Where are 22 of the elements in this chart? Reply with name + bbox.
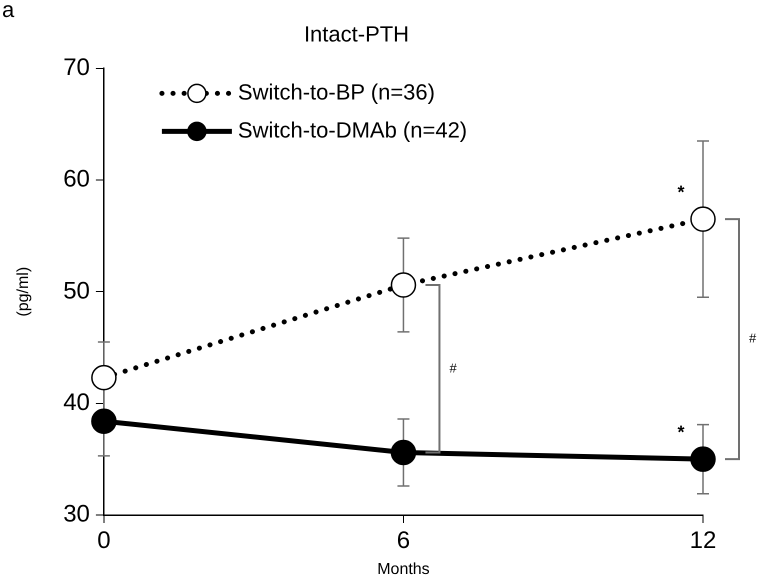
y-tick-label: 30: [63, 500, 90, 528]
x-tick-label: 12: [690, 527, 716, 554]
chart-title: Intact-PTH: [304, 21, 410, 46]
x-tick-label: 0: [97, 527, 111, 554]
y-tick-label: 60: [63, 166, 90, 193]
annotation: *: [677, 182, 685, 202]
point: [390, 272, 416, 298]
y-axis-title: (pg/ml): [15, 266, 32, 317]
annotation: #: [449, 360, 458, 376]
y-tick-label: 70: [63, 54, 90, 82]
text: #: [749, 330, 757, 346]
point: [390, 440, 416, 466]
annotation: *: [677, 422, 685, 442]
point: [690, 446, 716, 472]
y-tick-label: 50: [63, 277, 90, 304]
x-tick-label: 6: [396, 527, 410, 554]
point: [690, 206, 716, 232]
x-axis-title: Months: [377, 560, 430, 578]
text: a: [2, 0, 15, 22]
y-tick-label: 40: [63, 388, 90, 416]
legend-label: Switch-to-DMAb (n=42): [238, 117, 468, 142]
legend-label: Switch-to-BP (n=36): [238, 79, 435, 104]
